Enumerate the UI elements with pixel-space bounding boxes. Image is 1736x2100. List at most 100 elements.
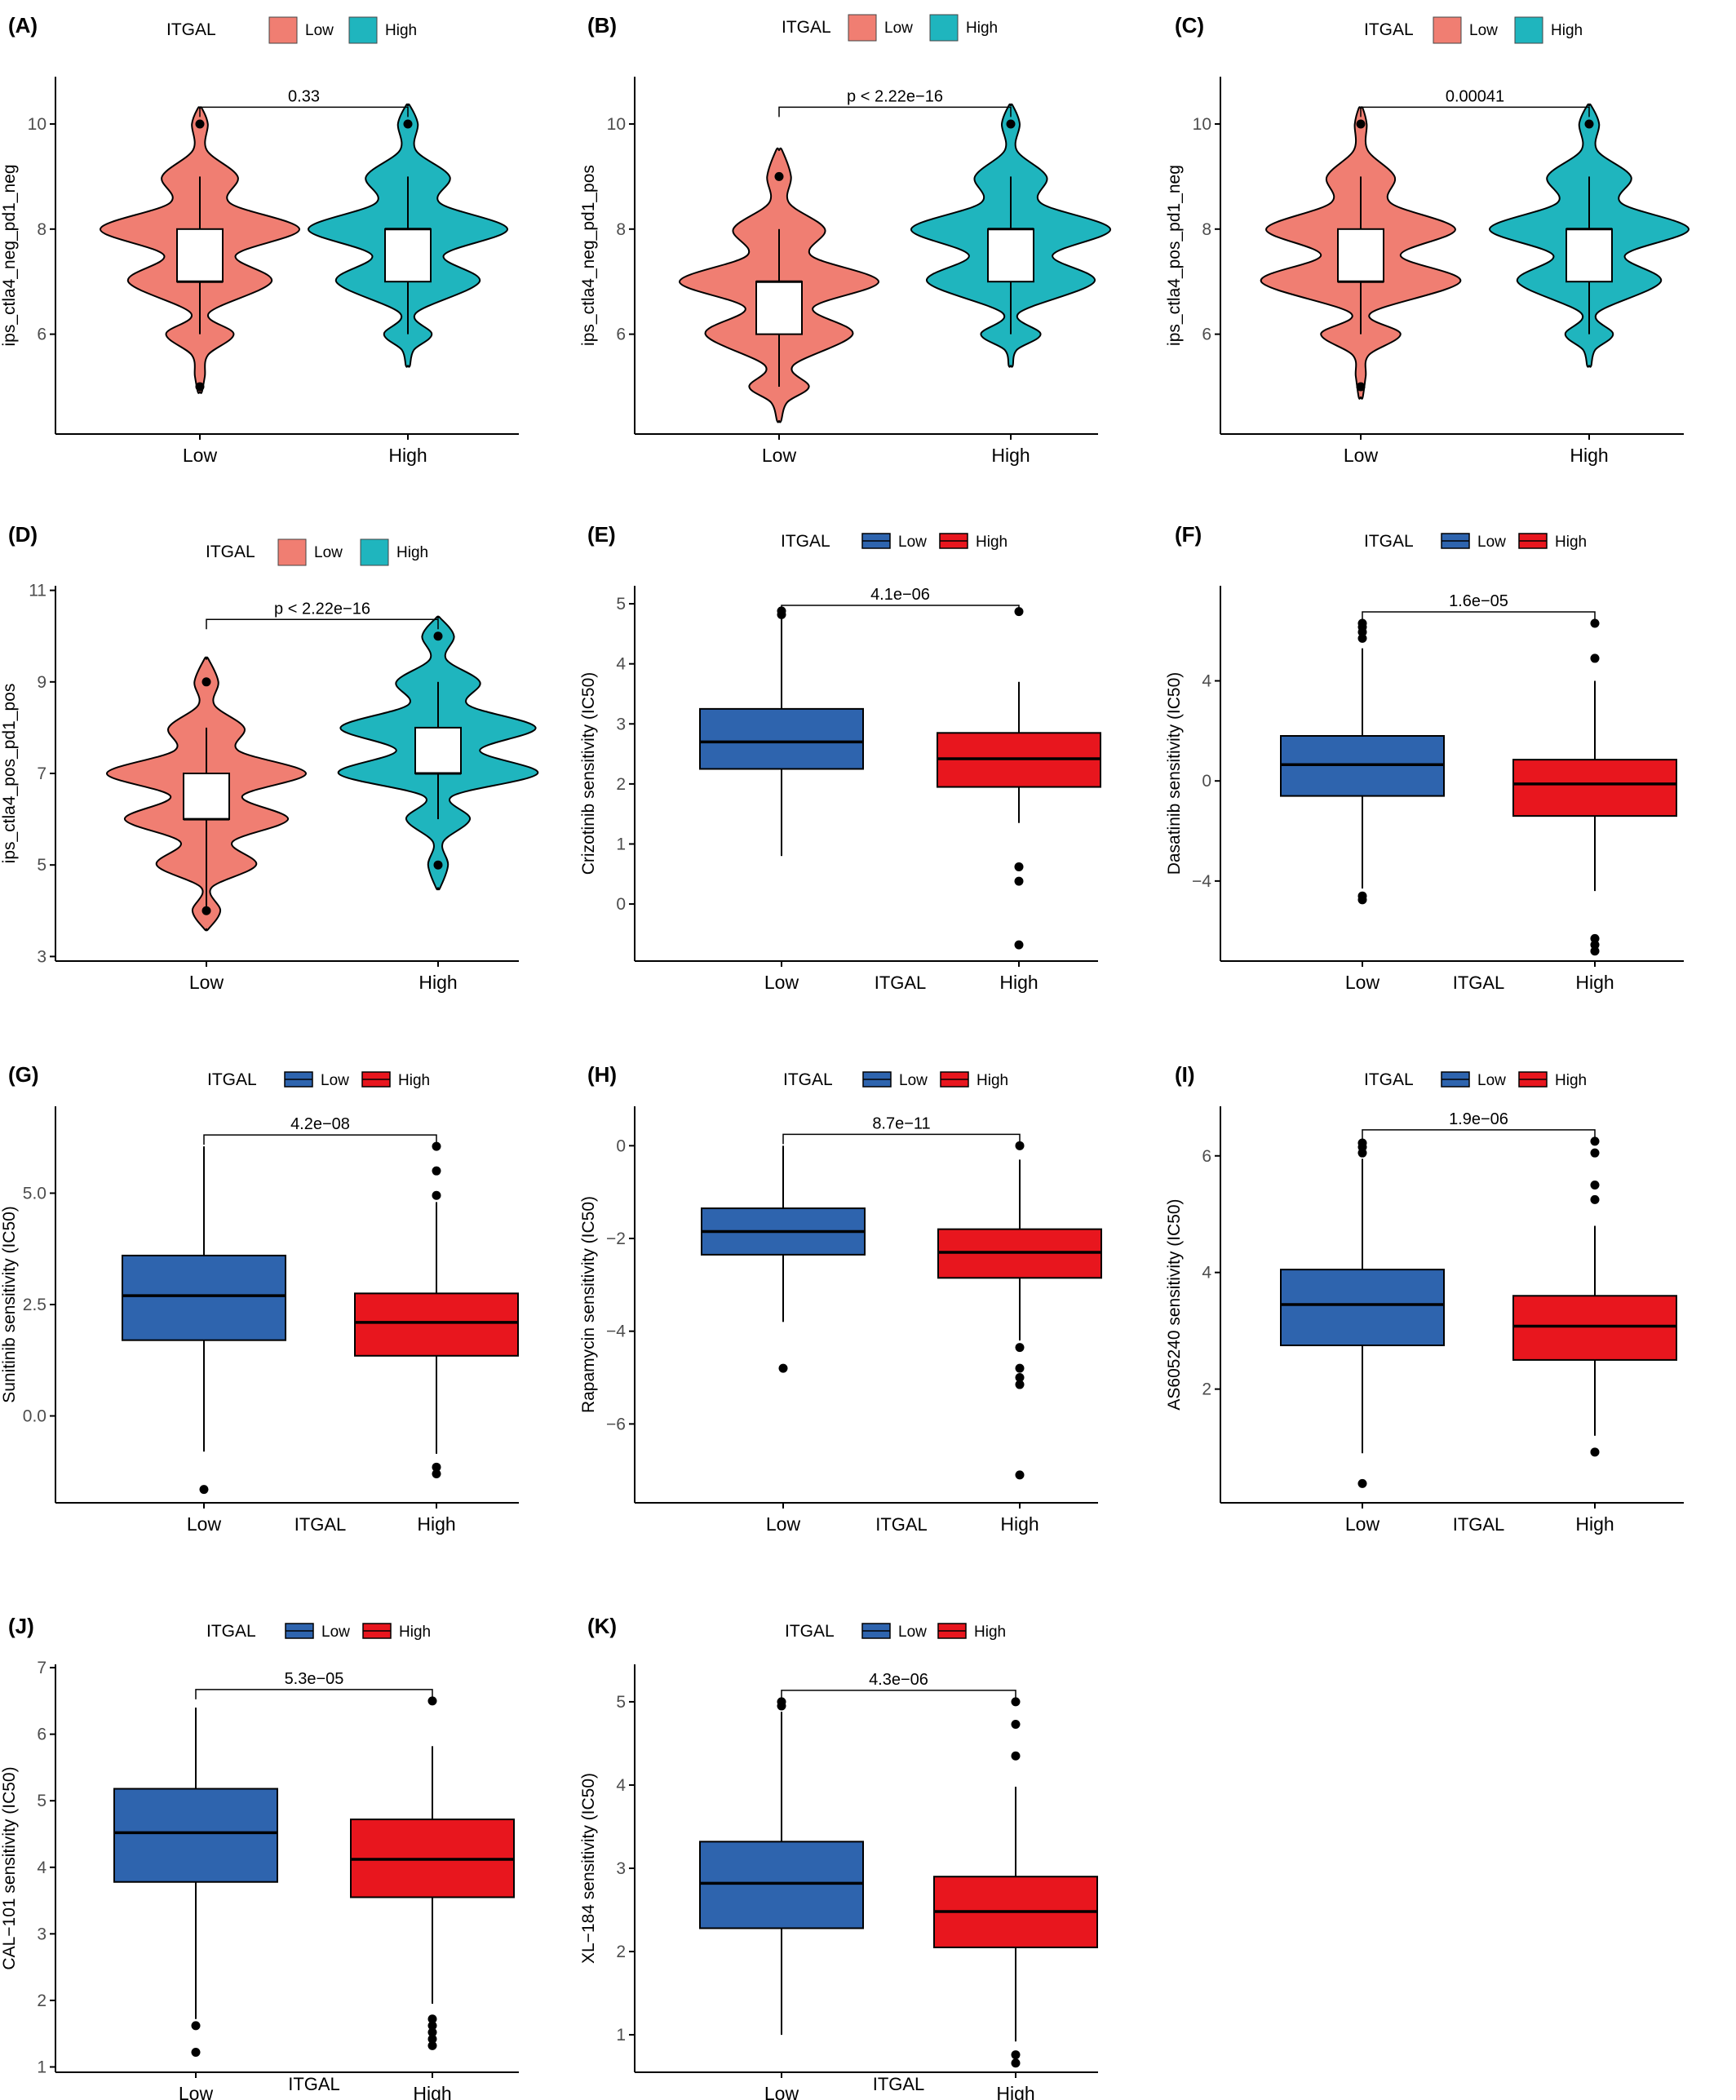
chart-panel: (J) ITGAL Low High 1 2 3 4 5 6 7 CAL−101 sensitivit… [0, 1614, 519, 2100]
chart-panel: (E) ITGAL Low High 0 1 2 3 4 5 Crizotinib sensitiv… [579, 522, 1101, 993]
legend-swatch [268, 16, 298, 44]
outlier-point [1357, 1478, 1367, 1488]
outlier-point [1015, 1343, 1025, 1353]
box [183, 773, 230, 821]
group-low: Low [122, 1146, 286, 1535]
y-axis-title: ips_ctla4_pos_pd1_pos [0, 684, 19, 864]
outlier-point [427, 2014, 437, 2024]
outlier-point [432, 1166, 441, 1176]
y-tick-label: 10 [28, 115, 46, 134]
group-low: Low [113, 1708, 278, 2100]
x-tick-label: Low [183, 445, 218, 466]
box [1566, 228, 1613, 283]
x-tick-label: Low [764, 972, 799, 993]
x-tick-label: High [1570, 445, 1608, 466]
x-axis-title: ITGAL [873, 2074, 925, 2094]
y-tick-label: 3 [616, 1859, 626, 1878]
outlier-point [1357, 1138, 1367, 1148]
legend-label: High [396, 544, 428, 561]
legend-label: High [399, 1624, 431, 1641]
outlier-point [1014, 940, 1024, 950]
bracket-line [778, 106, 1012, 117]
y-tick-label: 6 [1202, 1147, 1211, 1166]
outlier-point [1357, 618, 1367, 628]
x-tick-label: Low [187, 1513, 222, 1535]
y-tick-label: 4 [616, 1776, 626, 1795]
panel-label: (C) [1175, 13, 1204, 38]
bracket-line [782, 1133, 1021, 1145]
x-tick-label: High [999, 972, 1038, 993]
x-tick-label: Low [764, 2083, 799, 2100]
significance-bracket: 0.33 [199, 87, 409, 117]
legend-label: High [966, 20, 998, 37]
legend: ITGAL Low High [1364, 1070, 1587, 1089]
outlier-point [1014, 876, 1024, 886]
panel-label: (I) [1175, 1062, 1195, 1087]
chart-panel: (H) ITGAL Low High −6 −4 −2 0 Rapamycin sensitiv… [579, 1062, 1102, 1535]
y-tick-label: 8 [1202, 220, 1211, 239]
group-high: High [937, 1141, 1102, 1535]
x-tick-label: Low [179, 2083, 214, 2100]
legend-title: ITGAL [785, 1622, 835, 1641]
p-value-label: 5.3e−05 [285, 1670, 344, 1688]
legend-label: Low [898, 534, 927, 551]
x-tick-label: Low [762, 445, 797, 466]
legend-title: ITGAL [782, 18, 831, 37]
y-tick-label: 0 [616, 1136, 626, 1155]
box [122, 1254, 286, 1341]
y-tick-label: 7 [37, 1659, 46, 1677]
panel-label: (B) [587, 13, 617, 38]
outlier-point [433, 631, 443, 641]
y-tick-label: 6 [37, 326, 46, 344]
y-axis-title: ips_ctla4_pos_pd1_neg [1165, 165, 1184, 346]
group-high: High [1489, 103, 1690, 466]
group-high: High [308, 103, 508, 466]
p-value-label: 4.1e−06 [870, 586, 930, 604]
bracket-line [1360, 106, 1590, 117]
outlier-point [432, 1141, 441, 1151]
legend-label: High [1555, 534, 1587, 551]
legend: ITGAL Low High [1364, 532, 1587, 551]
outlier-point [1011, 1751, 1021, 1761]
significance-bracket: 4.3e−06 [781, 1671, 1016, 1700]
bracket-line [1362, 1129, 1596, 1140]
y-tick-label: 0 [1202, 772, 1211, 791]
group-low: Low [100, 106, 300, 466]
outlier-point [432, 1190, 441, 1200]
y-tick-label: 3 [37, 1925, 46, 1943]
outlier-point [1590, 946, 1600, 956]
y-tick-label: 2 [616, 1943, 626, 1961]
box [1337, 228, 1384, 283]
outlier-point [1011, 2058, 1021, 2068]
x-tick-label: High [996, 2083, 1034, 2100]
box [384, 228, 432, 283]
significance-bracket: 4.2e−08 [203, 1115, 437, 1145]
y-tick-label: 6 [37, 1726, 46, 1744]
legend-title: ITGAL [207, 1070, 257, 1089]
bracket-line [781, 605, 1020, 615]
group-low: Low [1260, 106, 1462, 466]
y-tick-label: −4 [606, 1322, 626, 1341]
legend: ITGAL Low High [783, 1070, 1008, 1089]
group-high: High [1512, 618, 1677, 993]
p-value-label: 1.9e−06 [1449, 1110, 1508, 1128]
y-tick-label: 3 [616, 715, 626, 733]
y-tick-label: 3 [37, 947, 46, 966]
x-tick-label: High [417, 1513, 455, 1535]
x-axis-title: ITGAL [294, 1514, 347, 1535]
y-tick-label: 1 [616, 2026, 626, 2045]
outlier-point [1357, 895, 1367, 905]
p-value-label: 8.7e−11 [872, 1114, 930, 1132]
y-tick-label: 5 [616, 1693, 626, 1712]
outlier-point [427, 2021, 437, 2031]
p-value-label: 4.3e−06 [869, 1671, 928, 1689]
outlier-point [199, 1485, 209, 1495]
significance-bracket: 4.1e−06 [781, 586, 1020, 615]
panel-label: (E) [587, 522, 616, 547]
box [414, 726, 462, 775]
y-tick-label: 8 [616, 220, 626, 239]
legend-swatch [848, 14, 877, 42]
outlier-point [1590, 1136, 1600, 1146]
legend-title: ITGAL [166, 20, 216, 39]
outlier-point [1590, 1180, 1600, 1190]
